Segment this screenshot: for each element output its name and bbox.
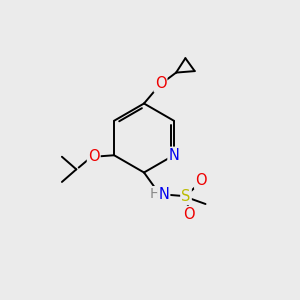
Text: O: O: [183, 207, 195, 222]
Text: O: O: [155, 76, 166, 92]
Text: S: S: [181, 189, 191, 204]
Text: N: N: [158, 187, 169, 202]
Text: O: O: [88, 149, 100, 164]
Text: H: H: [150, 187, 160, 201]
Text: O: O: [195, 173, 207, 188]
Text: N: N: [168, 148, 179, 163]
